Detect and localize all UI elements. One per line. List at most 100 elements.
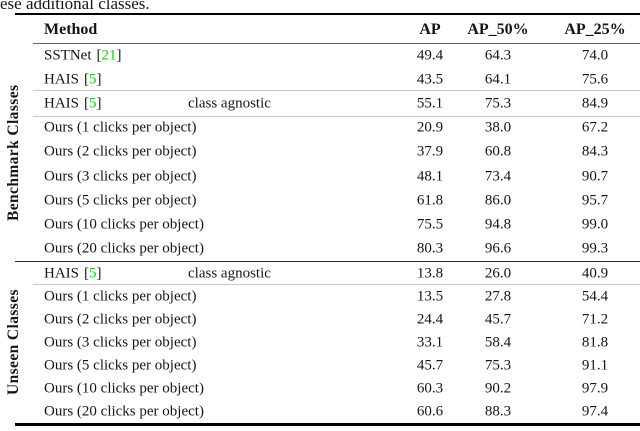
ap50-value: 64.1 <box>484 71 512 88</box>
table-row: HAIS [5] class agnostic 55.1 75.3 84.9 <box>0 92 640 116</box>
ap25-value: 97.4 <box>581 403 609 419</box>
ap50-value: 64.3 <box>484 47 512 64</box>
method-name: SSTNet <box>44 47 92 64</box>
table-row: Ours (2 clicks per object)[] 24.4 45.7 7… <box>0 308 640 331</box>
citation-close-bracket: ] <box>96 265 102 281</box>
ap25-value: 74.0 <box>581 47 609 64</box>
method-name: HAIS <box>44 71 80 88</box>
ap50-value: 90.2 <box>484 380 512 396</box>
ap50-value: 94.8 <box>484 216 512 233</box>
ap25-value: 91.1 <box>581 357 609 373</box>
method-cell: HAIS [5] <box>44 265 102 282</box>
ap50-value: 58.4 <box>484 334 512 350</box>
column-header-ap: AP <box>419 21 441 38</box>
table-row: Ours (2 clicks per object)[] 37.9 60.8 8… <box>0 140 640 164</box>
table-top-rule <box>15 13 640 15</box>
ap50-value: 27.8 <box>484 288 512 304</box>
method-name: Ours (5 clicks per object) <box>44 192 197 209</box>
ap50-value: 60.8 <box>484 143 512 160</box>
method-name: Ours (20 clicks per object) <box>44 403 204 419</box>
ap-value: 20.9 <box>416 119 444 136</box>
method-name: HAIS <box>44 265 80 281</box>
table-row: Ours (20 clicks per object)[] 80.3 96.6 … <box>0 237 640 261</box>
ap25-value: 75.6 <box>581 71 609 88</box>
ap50-value: 45.7 <box>484 311 512 327</box>
citation-number: 5 <box>89 95 97 112</box>
method-name: Ours (10 clicks per object) <box>44 380 204 396</box>
citation-close-bracket: ] <box>116 47 122 64</box>
ap25-value: 71.2 <box>581 311 609 327</box>
method-cell: HAIS [5] <box>44 96 102 113</box>
ap-value: 60.3 <box>416 380 444 396</box>
ap50-value: 86.0 <box>484 192 512 209</box>
ap-value: 80.3 <box>416 240 444 257</box>
column-header-ap50: AP_50% <box>467 21 529 38</box>
table-row: Ours (10 clicks per object)[] 60.3 90.2 … <box>0 377 640 400</box>
ap-value: 45.7 <box>416 357 444 373</box>
method-name: HAIS <box>44 95 80 112</box>
citation-open-bracket: [ <box>96 47 102 64</box>
citation-link[interactable]: [21] <box>97 48 122 64</box>
ap-value: 43.5 <box>416 71 444 88</box>
table-row: Ours (3 clicks per object)[] 33.1 58.4 8… <box>0 331 640 354</box>
table-row: Ours (1 clicks per object)[] 13.5 27.8 5… <box>0 285 640 308</box>
method-name: Ours (10 clicks per object) <box>44 216 204 233</box>
citation-close-bracket: ] <box>96 71 102 88</box>
ap25-value: 99.0 <box>581 216 609 233</box>
citation-number: 5 <box>89 265 97 281</box>
caption-text-fragment: ese additional classes. <box>0 0 150 13</box>
citation-link[interactable]: [5] <box>84 265 102 281</box>
method-cell: Ours (1 clicks per object)[] <box>44 120 196 137</box>
method-cell: Ours (20 clicks per object)[] <box>44 240 204 257</box>
method-cell: Ours (5 clicks per object)[] <box>44 192 196 209</box>
ap-value: 49.4 <box>416 47 444 64</box>
ap-value: 60.6 <box>416 403 444 419</box>
citation-link[interactable]: [5] <box>84 72 102 88</box>
method-cell: Ours (2 clicks per object)[] <box>44 144 196 161</box>
ap50-value: 38.0 <box>484 119 512 136</box>
ap25-value: 81.8 <box>581 334 609 350</box>
method-cell: Ours (5 clicks per object)[] <box>44 357 196 374</box>
ap25-value: 97.9 <box>581 380 609 396</box>
ap50-value: 88.3 <box>484 403 512 419</box>
citation-number: 21 <box>101 47 117 64</box>
ap25-value: 84.9 <box>581 95 609 112</box>
table-row: HAIS [5] class agnostic 13.8 26.0 40.9 <box>0 262 640 285</box>
method-cell: Ours (10 clicks per object)[] <box>44 380 204 397</box>
method-cell: Ours (1 clicks per object)[] <box>44 288 196 305</box>
method-name: Ours (2 clicks per object) <box>44 143 197 160</box>
table-row: Ours (3 clicks per object)[] 48.1 73.4 9… <box>0 165 640 189</box>
ap25-value: 40.9 <box>581 265 609 281</box>
ap-value: 55.1 <box>416 95 444 112</box>
ap-value: 61.8 <box>416 192 444 209</box>
ap25-value: 67.2 <box>581 119 609 136</box>
citation-link[interactable]: [5] <box>84 96 102 112</box>
row-separator <box>33 116 640 117</box>
section-divider-rule <box>15 261 640 262</box>
method-cell: Ours (10 clicks per object)[] <box>44 216 204 233</box>
method-cell: Ours (20 clicks per object)[] <box>44 403 204 420</box>
ap-value: 13.5 <box>416 288 444 304</box>
citation-open-bracket: [ <box>84 71 90 88</box>
ap25-value: 99.3 <box>581 240 609 257</box>
citation-close-bracket: ] <box>96 95 102 112</box>
row-separator <box>33 284 640 285</box>
header-rule <box>33 43 640 44</box>
column-header-method: Method <box>44 21 98 38</box>
ap25-value: 54.4 <box>581 288 609 304</box>
table-row: Ours (5 clicks per object)[] 61.8 86.0 9… <box>0 189 640 213</box>
method-name: Ours (20 clicks per object) <box>44 240 204 257</box>
column-header-ap25: AP_25% <box>564 21 626 38</box>
ap25-value: 84.3 <box>581 143 609 160</box>
ap50-value: 75.3 <box>484 357 512 373</box>
method-name: Ours (3 clicks per object) <box>44 168 197 185</box>
method-name: Ours (3 clicks per object) <box>44 334 197 350</box>
row-separator <box>33 90 640 91</box>
table-row: Ours (1 clicks per object)[] 20.9 38.0 6… <box>0 116 640 140</box>
method-name: Ours (5 clicks per object) <box>44 357 197 373</box>
method-name: Ours (2 clicks per object) <box>44 311 197 327</box>
ap-value: 13.8 <box>416 265 444 281</box>
ap-value: 48.1 <box>416 168 444 185</box>
unseen-classes-rows: HAIS [5] class agnostic 13.8 26.0 40.9 Ou… <box>0 262 640 423</box>
